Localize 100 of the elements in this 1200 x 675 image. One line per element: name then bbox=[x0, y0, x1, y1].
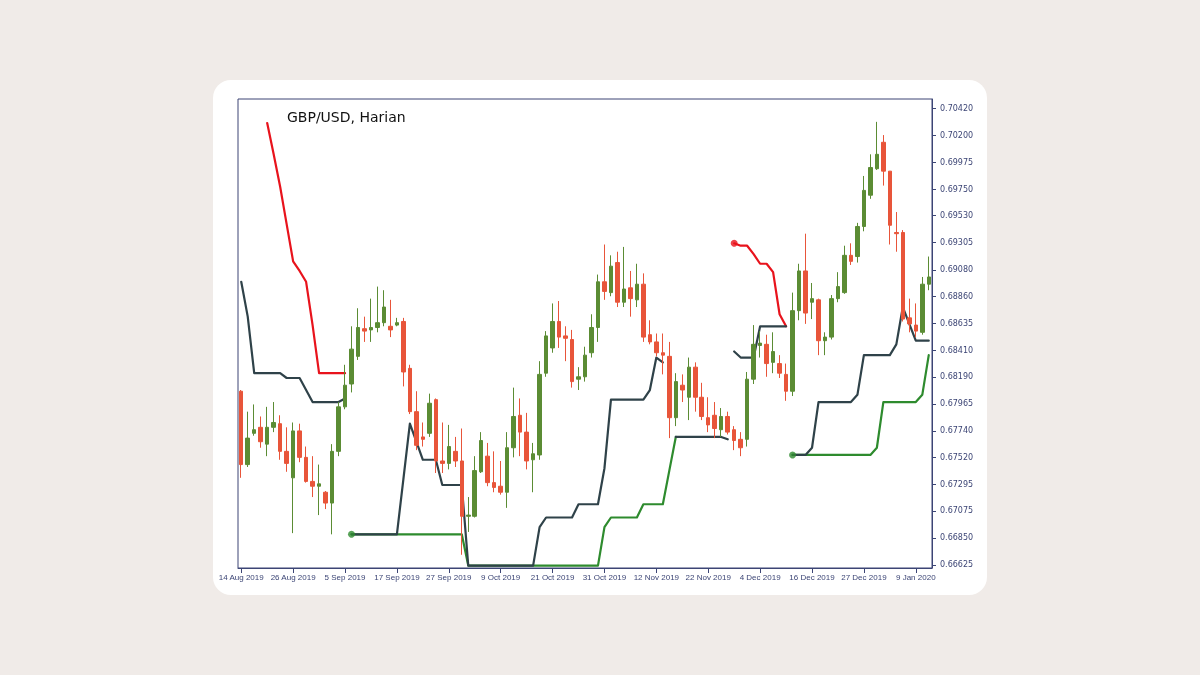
candlestick bbox=[271, 401, 276, 433]
candlestick bbox=[803, 233, 808, 325]
candlestick bbox=[855, 222, 860, 264]
candlestick bbox=[661, 333, 665, 375]
candlestick bbox=[712, 401, 717, 439]
y-tick-label: 0.68410 bbox=[940, 345, 974, 355]
candlestick bbox=[498, 460, 503, 496]
candlestick bbox=[356, 307, 360, 361]
candlestick bbox=[894, 211, 899, 253]
x-tick-label: 26 Aug 2019 bbox=[270, 572, 317, 582]
candlestick bbox=[304, 446, 308, 484]
x-tick-label: 17 Sep 2019 bbox=[374, 572, 421, 582]
y-tick-label: 0.69530 bbox=[940, 211, 974, 221]
candlestick bbox=[628, 270, 633, 318]
candlestick bbox=[751, 324, 756, 385]
y-tick-label: 0.68860 bbox=[940, 291, 974, 301]
candlestick bbox=[550, 302, 555, 354]
x-tick-label: 14 Aug 2019 bbox=[218, 572, 265, 582]
candlestick bbox=[907, 298, 912, 333]
x-tick-label: 21 Oct 2019 bbox=[530, 572, 575, 582]
candlestick bbox=[563, 325, 568, 362]
candlestick bbox=[745, 371, 749, 448]
candlestick bbox=[596, 274, 600, 343]
x-tick-label: 9 Jan 2020 bbox=[895, 572, 937, 582]
candlestick bbox=[434, 397, 438, 474]
candlestick bbox=[284, 426, 289, 473]
candlestick bbox=[317, 464, 321, 516]
y-tick-label: 0.67520 bbox=[940, 452, 974, 462]
candlestick bbox=[875, 121, 879, 171]
candlestick bbox=[680, 373, 685, 403]
candlestick bbox=[343, 364, 347, 410]
y-tick-label: 0.70420 bbox=[940, 104, 974, 114]
candlestick bbox=[479, 431, 483, 474]
candlestick bbox=[732, 425, 736, 451]
point bbox=[730, 239, 738, 247]
candlestick bbox=[888, 170, 892, 246]
y-tick-label: 0.68635 bbox=[940, 318, 974, 328]
candlestick bbox=[557, 300, 561, 349]
candlestick bbox=[362, 316, 367, 343]
candlestick bbox=[901, 229, 905, 322]
y-tick-label: 0.68190 bbox=[940, 372, 974, 382]
candlestick bbox=[635, 263, 639, 308]
candlestick bbox=[868, 153, 873, 200]
candlestick bbox=[245, 411, 250, 468]
candlestick bbox=[518, 397, 522, 457]
x-tick-label: 4 Dec 2019 bbox=[739, 572, 782, 582]
candlestick bbox=[849, 242, 853, 266]
x-tick-label: 16 Dec 2019 bbox=[789, 572, 836, 582]
y-tick-label: 0.69975 bbox=[940, 157, 974, 167]
y-tick-label: 0.67740 bbox=[940, 426, 974, 436]
candlestick bbox=[914, 302, 918, 338]
candlestick bbox=[654, 333, 659, 357]
candlestick bbox=[758, 330, 762, 359]
candlestick bbox=[609, 254, 613, 297]
candlestick bbox=[790, 292, 795, 397]
point bbox=[789, 451, 797, 459]
y-tick-label: 0.66850 bbox=[940, 533, 974, 543]
candlestick bbox=[602, 244, 607, 301]
candlestick bbox=[615, 251, 620, 308]
candlestick bbox=[544, 330, 548, 378]
candlestick bbox=[460, 428, 464, 556]
candlestick bbox=[349, 325, 354, 393]
candlestick bbox=[583, 346, 587, 383]
x-tick-label: 22 Nov 2019 bbox=[685, 572, 732, 582]
candlestick bbox=[764, 334, 769, 378]
candlestick bbox=[369, 298, 373, 343]
candlestick bbox=[648, 319, 652, 345]
x-tick-label: 5 Sep 2019 bbox=[324, 572, 367, 582]
candlestick bbox=[395, 317, 399, 327]
candlestick bbox=[674, 372, 678, 427]
candlestick bbox=[323, 490, 328, 510]
candlestick bbox=[719, 407, 723, 438]
candlestick bbox=[427, 393, 432, 438]
candlestick bbox=[531, 442, 535, 493]
y-tick-label: 0.66625 bbox=[940, 560, 974, 570]
candlestick bbox=[842, 245, 847, 295]
candlestick bbox=[706, 396, 710, 433]
candlestick bbox=[336, 401, 341, 457]
candlestick bbox=[829, 294, 834, 341]
candlestick bbox=[511, 387, 516, 458]
candlestick bbox=[382, 289, 386, 327]
point bbox=[348, 530, 355, 538]
y-tick-label: 0.69080 bbox=[940, 265, 974, 275]
candlestick bbox=[784, 363, 788, 402]
candlestick bbox=[258, 415, 263, 449]
candlestick bbox=[278, 414, 282, 461]
y-tick-label: 0.67295 bbox=[940, 479, 974, 489]
x-tick-label: 27 Sep 2019 bbox=[426, 572, 473, 582]
candlestick bbox=[414, 390, 419, 451]
candlestick bbox=[447, 424, 451, 470]
x-tick-label: 31 Oct 2019 bbox=[582, 572, 627, 582]
candlestick bbox=[375, 286, 380, 333]
candlestick bbox=[265, 406, 269, 457]
candlestick bbox=[492, 450, 496, 493]
candlestick bbox=[537, 360, 542, 461]
y-tick-label: 0.67075 bbox=[940, 506, 974, 516]
candlestick bbox=[421, 421, 425, 448]
candlestick bbox=[485, 442, 490, 487]
candlestick bbox=[725, 411, 730, 436]
candlestick bbox=[641, 272, 646, 343]
